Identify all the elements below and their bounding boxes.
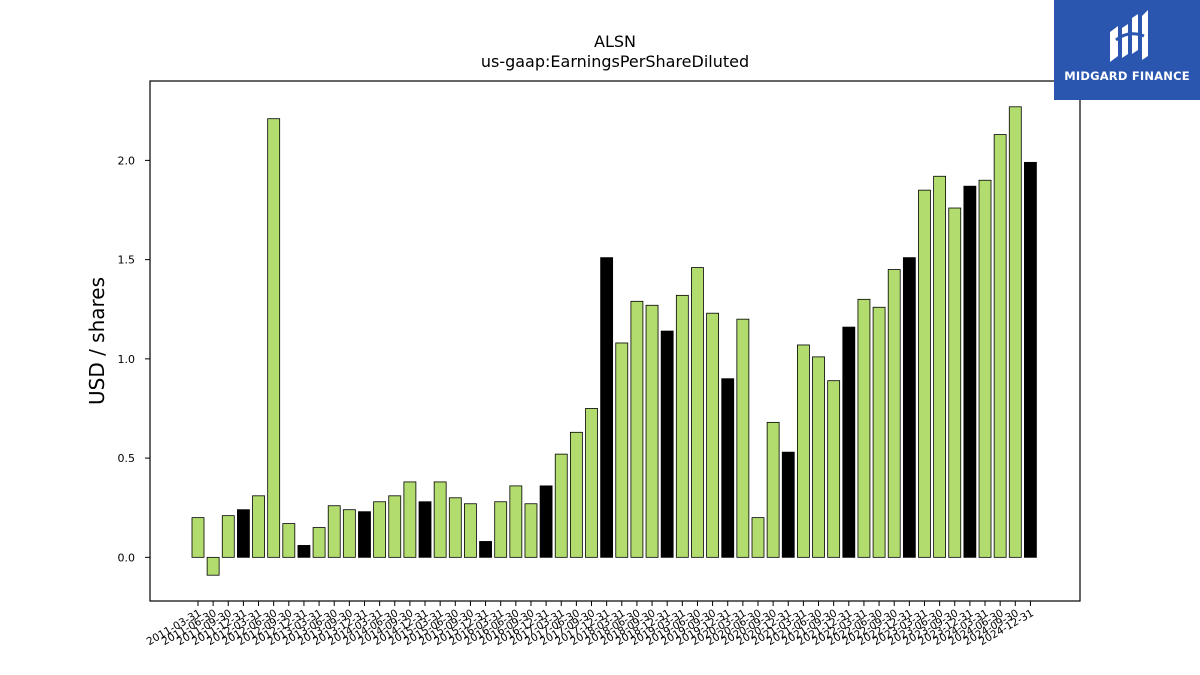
bar-2016-03-31 — [494, 501, 508, 558]
bar-2024-09-30 — [1008, 106, 1022, 558]
bar-2016-09-30 — [524, 503, 538, 558]
bar-2011-06-30 — [206, 556, 220, 576]
y-tick-label: 1.0 — [118, 353, 136, 366]
chart-title: ALSN — [594, 32, 636, 51]
bar-2014-03-31 — [373, 501, 387, 558]
bar-2014-09-30 — [403, 481, 417, 558]
bar-2015-06-30 — [448, 497, 462, 558]
bar-2019-03-31 — [675, 294, 689, 558]
bar-2020-09-30 — [766, 421, 780, 558]
bar-2021-06-30 — [812, 356, 825, 558]
bar-2018-09-30 — [645, 304, 659, 558]
bar-2021-03-31 — [797, 344, 810, 558]
bar-2014-06-30 — [388, 495, 402, 558]
y-axis: 0.0 0.5 1.0 1.5 2.0 — [118, 154, 150, 564]
midgard-finance-logo: MIDGARD FINANCE — [1054, 0, 1200, 100]
y-tick-label: 1.5 — [118, 254, 136, 267]
bar-2012-03-31 — [252, 495, 265, 558]
y-tick-label: 0.0 — [118, 551, 136, 564]
bar-2014-12-31 — [418, 501, 432, 558]
bar-2022-03-31 — [857, 298, 871, 558]
bar-2020-06-30 — [751, 517, 765, 558]
logo-text: MIDGARD FINANCE — [1064, 69, 1190, 83]
bar-2015-03-31 — [433, 481, 447, 558]
bar-2024-06-30 — [993, 134, 1007, 558]
bar-2012-12-31 — [297, 545, 311, 558]
bar-2019-06-30 — [691, 267, 704, 558]
bar-2023-06-30 — [933, 175, 947, 558]
bar-2020-03-31 — [736, 318, 750, 558]
y-axis-label: USD / shares — [85, 277, 109, 405]
bar-2017-12-31 — [600, 257, 614, 558]
bar-2018-12-31 — [660, 330, 674, 558]
y-tick-label: 0.5 — [118, 452, 136, 465]
bar-2016-12-31 — [539, 485, 553, 558]
bar-2023-03-31 — [918, 189, 931, 558]
bar-2015-09-30 — [464, 503, 477, 558]
x-axis: 2011-03-312011-06-302011-09-302011-12-31… — [145, 601, 1036, 648]
bar-2017-03-31 — [554, 453, 568, 558]
bar-2017-06-30 — [569, 431, 583, 558]
bar-2022-06-30 — [872, 306, 886, 558]
logo-mark-icon — [1110, 10, 1148, 62]
bar-2018-06-30 — [630, 300, 644, 558]
bar-2013-12-31 — [358, 511, 371, 558]
chart-subtitle: us-gaap:EarningsPerShareDiluted — [481, 52, 749, 71]
bar-2022-12-31 — [902, 257, 916, 558]
bar-2021-12-31 — [842, 326, 856, 558]
bar-2023-09-30 — [948, 207, 962, 558]
bar-group — [191, 106, 1037, 576]
bar-2024-12-31 — [1024, 161, 1037, 558]
y-tick-label: 2.0 — [118, 154, 136, 167]
bar-2016-06-30 — [509, 485, 523, 558]
bar-2013-03-31 — [312, 527, 326, 558]
plot-frame — [149, 80, 1081, 602]
bar-2013-09-30 — [342, 509, 356, 558]
bar-2021-09-30 — [827, 380, 841, 558]
bar-2013-06-30 — [327, 505, 341, 558]
bar-2023-12-31 — [963, 185, 977, 558]
bar-2017-09-30 — [585, 408, 598, 558]
bar-2011-12-31 — [237, 509, 250, 558]
bar-2012-09-30 — [282, 523, 296, 558]
bar-2011-09-30 — [221, 515, 235, 558]
bar-2024-03-31 — [978, 179, 992, 558]
bar-2011-03-31 — [191, 517, 205, 558]
bar-2012-06-30 — [267, 118, 281, 558]
bar-2018-03-31 — [615, 342, 629, 558]
bar-2022-09-30 — [887, 269, 901, 558]
bar-2015-12-31 — [479, 541, 492, 558]
bar-2019-09-30 — [706, 312, 719, 558]
bar-2019-12-31 — [721, 378, 735, 558]
bar-2020-12-31 — [781, 451, 795, 558]
